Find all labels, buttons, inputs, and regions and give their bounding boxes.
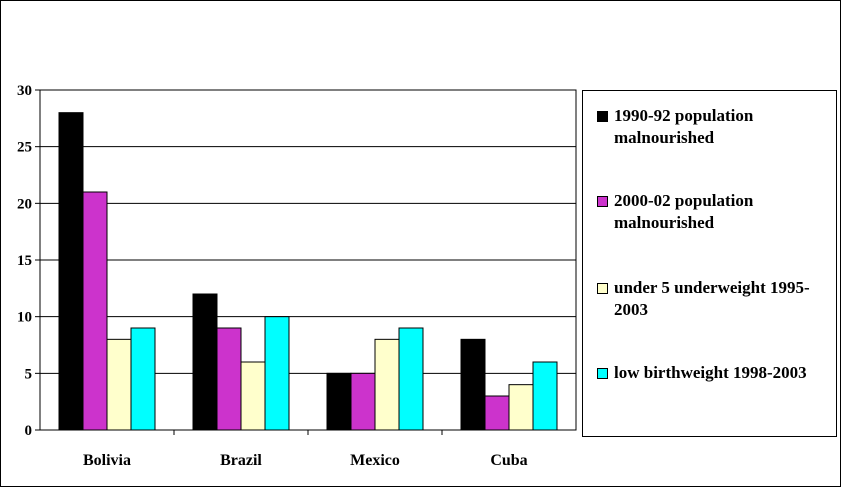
bar-mexico-series-1 [326, 372, 352, 431]
y-tick-label: 5 [25, 366, 33, 382]
bar-bolivia-series-4 [130, 327, 156, 431]
bar-brazil-series-1 [192, 293, 218, 431]
legend-label: 2000-02 population malnourished [614, 191, 754, 232]
y-tick-label: 30 [17, 83, 32, 99]
bar-bolivia-series-1 [58, 112, 84, 431]
bar-cuba-series-1 [460, 338, 486, 431]
legend-swatch [597, 283, 608, 294]
legend-label: 1990-92 population malnourished [614, 106, 754, 147]
legend-swatch [597, 111, 608, 122]
y-tick-labels: 0 5 10 15 20 25 30 [17, 83, 32, 439]
legend-item: under 5 underweight 1995-2003 [597, 277, 834, 321]
legend-item: 2000-02 population malnourished [597, 190, 834, 234]
legend-item: low birthweight 1998-2003 [597, 362, 834, 384]
x-tick-label: Mexico [350, 452, 400, 469]
legend-item: 1990-92 population malnourished [597, 105, 834, 149]
legend-swatch [597, 196, 608, 207]
legend-label: low birthweight 1998-2003 [614, 363, 807, 382]
legend-swatch [597, 368, 608, 379]
bar-brazil-series-4 [264, 316, 290, 431]
bar-mexico-series-2 [350, 372, 376, 431]
bar-brazil-series-3 [240, 361, 266, 431]
legend-label: under 5 underweight 1995-2003 [614, 278, 810, 319]
x-tick-label: Brazil [220, 452, 262, 469]
bar-brazil-series-2 [216, 327, 242, 431]
bar-cuba-series-3 [508, 384, 534, 431]
bar-cuba-series-4 [532, 361, 558, 431]
y-tick-label: 25 [17, 140, 32, 156]
y-tick-label: 10 [17, 310, 32, 326]
bar-mexico-series-4 [398, 327, 424, 431]
bar-bolivia-series-2 [82, 191, 108, 431]
x-tick-label: Bolivia [83, 452, 131, 469]
y-tick-label: 20 [17, 196, 32, 212]
bars-group [58, 112, 558, 431]
bar-bolivia-series-3 [106, 338, 132, 431]
bar-mexico-series-3 [374, 338, 400, 431]
y-tick-label: 0 [25, 423, 33, 439]
bar-cuba-series-2 [484, 395, 510, 431]
y-tick-label: 15 [17, 253, 32, 269]
x-tick-label: Cuba [490, 452, 527, 469]
axes-group [39, 89, 577, 435]
legend: 1990-92 population malnourished 2000-02 p… [582, 90, 837, 437]
x-tick-labels: Bolivia Brazil Mexico Cuba [83, 452, 528, 469]
